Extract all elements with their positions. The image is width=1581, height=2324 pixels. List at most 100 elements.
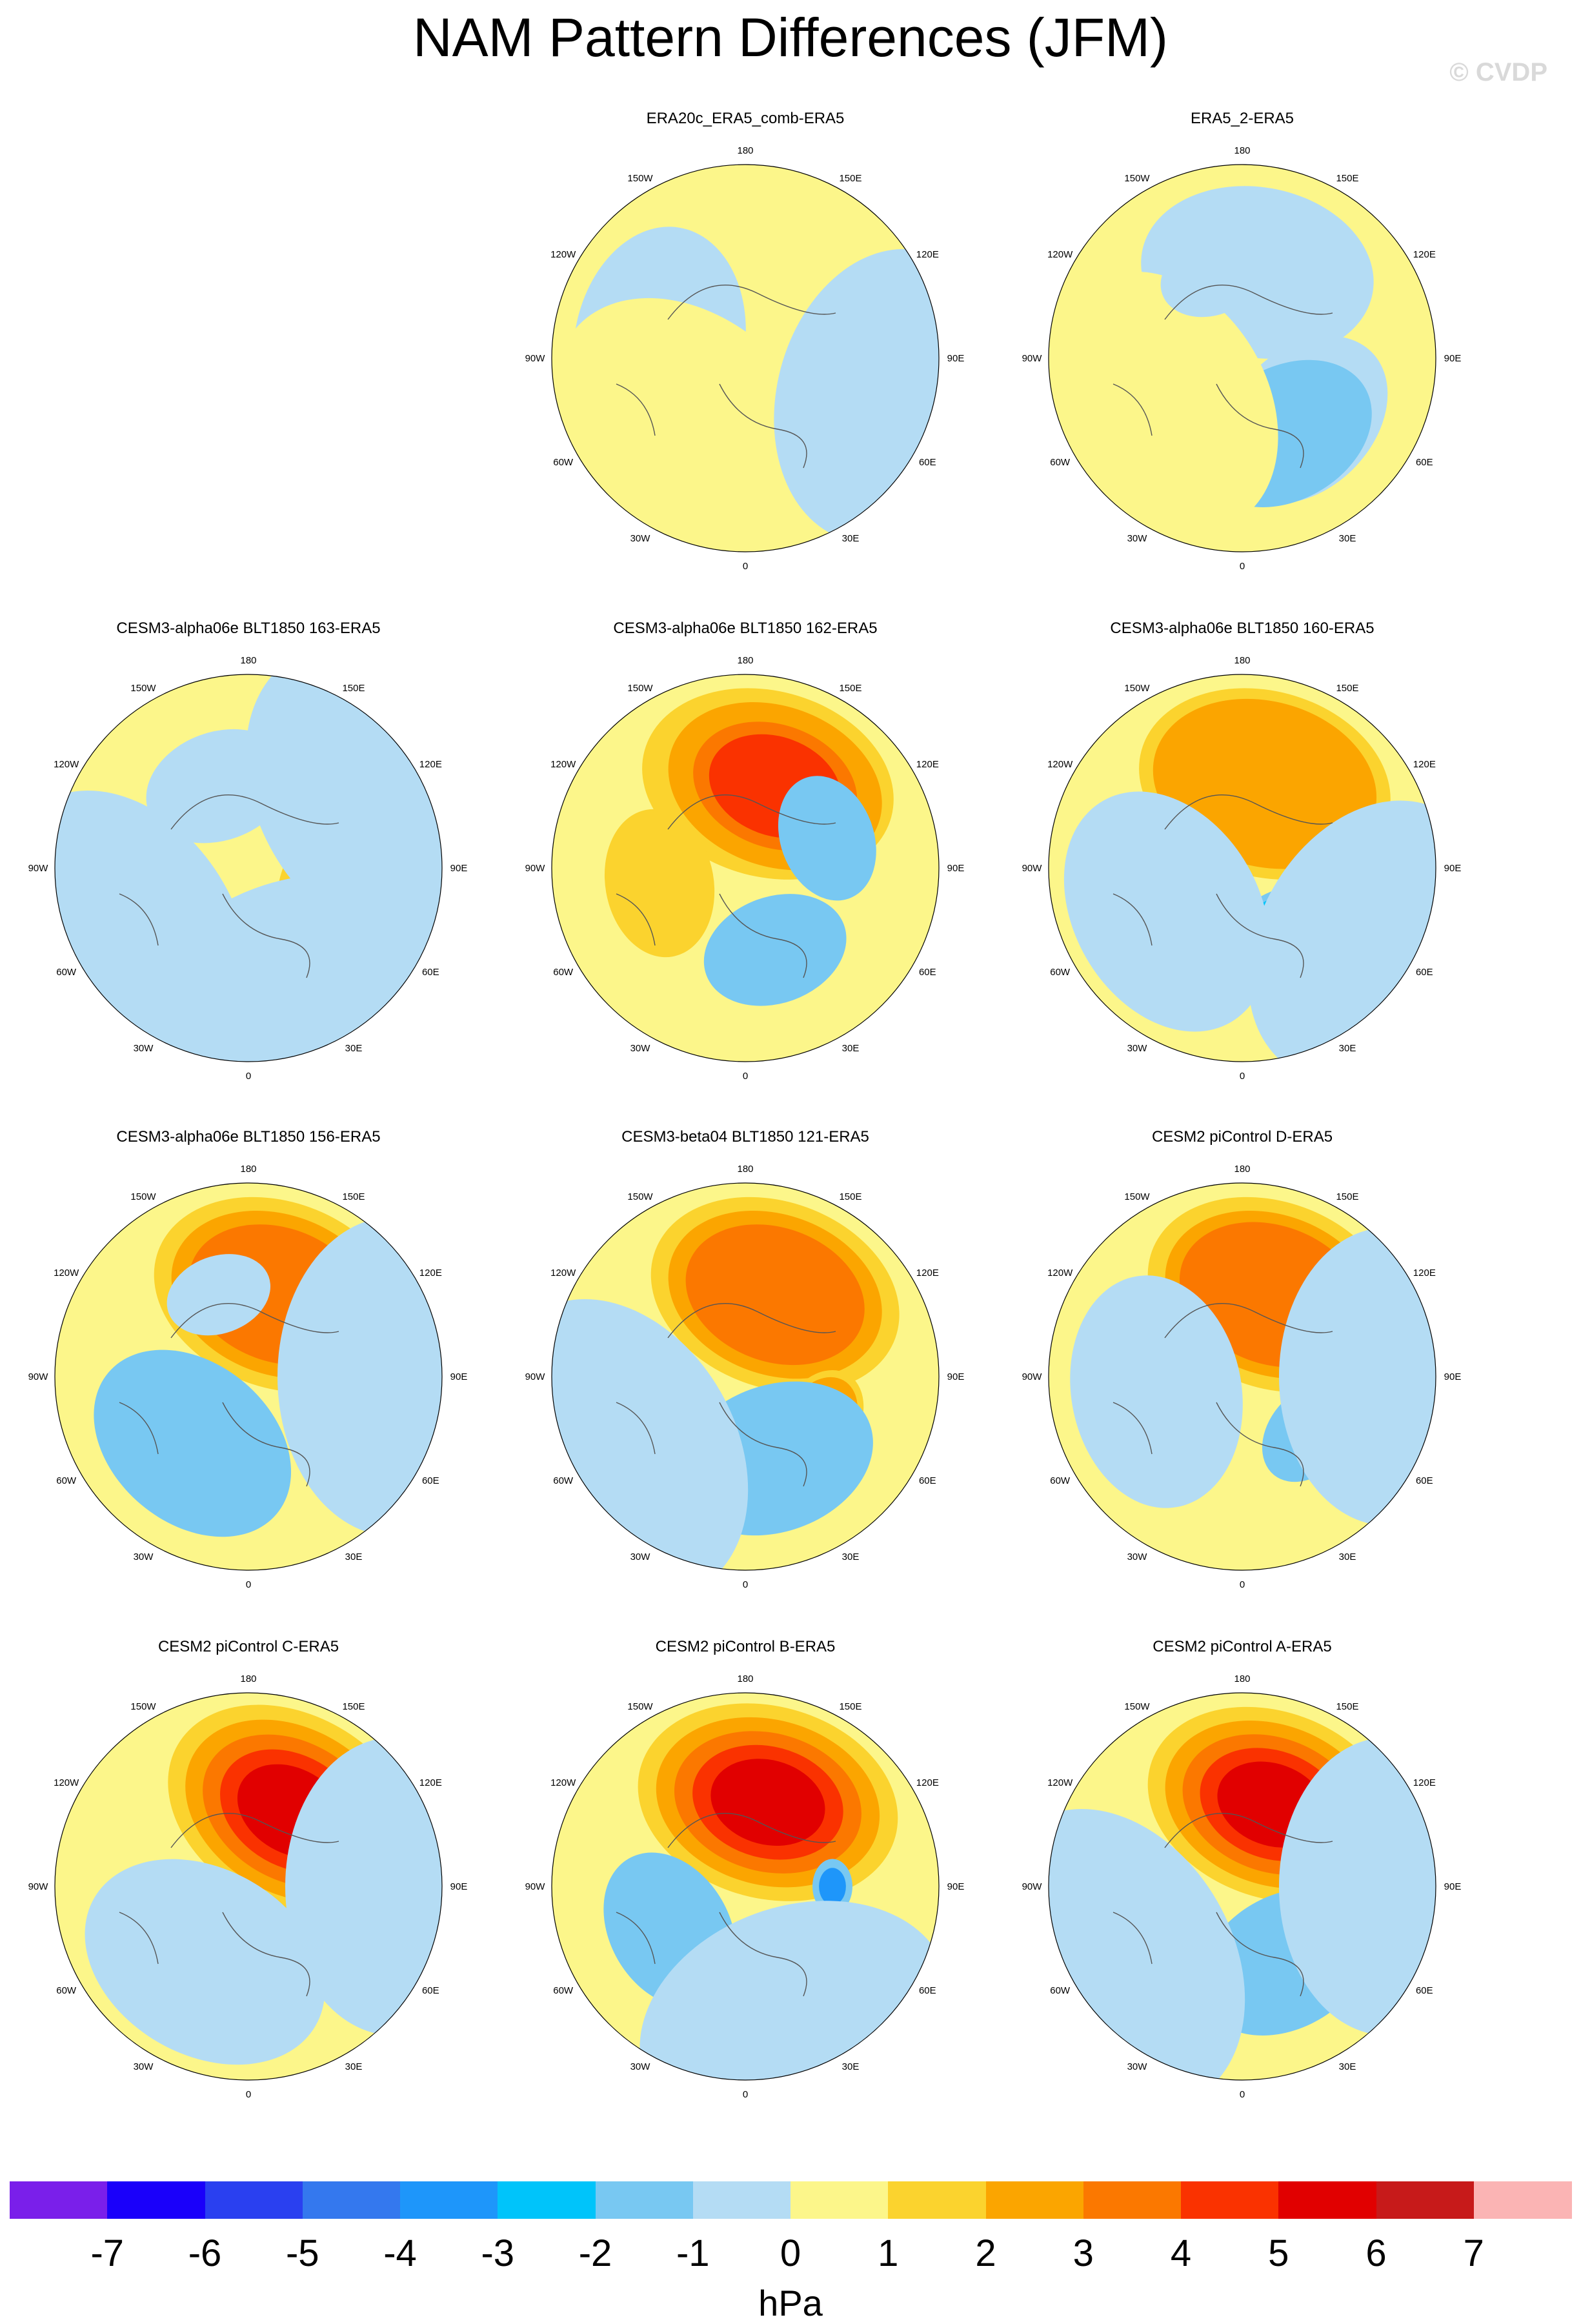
longitude-label: 0 [1240,1071,1245,1082]
colorbar-tick: -1 [676,2232,710,2274]
longitude-label: 90E [1444,863,1462,874]
coastline [119,1303,339,1487]
longitude-label: 120W [550,759,576,770]
coastline [1113,285,1333,469]
longitude-label: 30E [1339,533,1356,544]
longitude-label: 60E [919,457,936,468]
longitude-label: 120E [916,1268,939,1278]
colorbar-tick: -6 [188,2232,222,2274]
map-border [54,1692,443,2081]
colorbar-tick: -4 [383,2232,417,2274]
longitude-label: 90E [947,863,965,874]
polar-map: 180 150E 120E 90E 60E 30E 0 30W 60W 90W 120W 150W [525,145,965,572]
anomaly-contour [710,1759,825,1846]
longitude-label: 60W [56,1475,77,1486]
longitude-label: 120E [916,759,939,770]
longitude-label: 150W [627,1191,653,1202]
panel-title: CESM2 piControl D-ERA5 [1151,1128,1333,1146]
colorbar [10,2181,1572,2219]
anomaly-contour [639,1901,939,2080]
longitude-label: 30W [1127,533,1148,544]
anomaly-contour [819,1868,846,1905]
longitude-label: 180 [1234,145,1250,156]
coastline [1113,1303,1333,1487]
panel-title: ERA20c_ERA5_comb-ERA5 [646,110,845,127]
longitude-label: 120E [916,249,939,260]
polar-map: 180 150E 120E 90E 60E 30E 0 30W 60W 90W 120W 150W [28,1673,468,2100]
anomaly-contour [166,1254,271,1336]
colorbar-tick: 2 [975,2232,996,2274]
longitude-label: 150E [839,1191,861,1202]
colorbar-tick: 7 [1463,2232,1484,2274]
longitude-label: 60W [1050,1985,1071,1996]
longitude-label: 150W [130,1701,156,1712]
longitude-label: 60W [1050,1475,1071,1486]
longitude-label: 90E [1444,1881,1462,1892]
anomaly-contour [604,809,715,958]
longitude-label: 60W [553,1475,574,1486]
longitude-label: 90W [1022,1371,1043,1382]
longitude-label: 30W [630,2061,651,2072]
longitude-label: 90W [525,1371,546,1382]
colorbar-swatch [10,2181,108,2219]
colorbar-swatch [1083,2181,1182,2219]
longitude-label: 90W [28,1371,49,1382]
longitude-label: 60W [56,967,77,978]
longitude-label: 60E [919,1475,936,1486]
map-panel: CESM2 piControl B-ERA5 180 150E 120E 90E 60E 3… [497,1638,994,2148]
colorbar-tick: 1 [878,2232,899,2274]
colorbar-tick: -7 [90,2232,125,2274]
longitude-label: 150W [627,173,653,184]
coastline [616,1813,836,1997]
longitude-label: 90W [1022,863,1043,874]
colorbar-units: hPa [758,2283,823,2323]
longitude-label: 120W [54,1268,79,1278]
longitude-label: 180 [240,1164,256,1175]
page-title: NAM Pattern Differences (JFM) [412,7,1169,68]
longitude-label: 60W [1050,967,1071,978]
longitude-label: 90E [450,1881,468,1892]
colorbar-swatch [1278,2181,1377,2219]
longitude-label: 180 [737,145,753,156]
longitude-label: 180 [737,1164,753,1175]
colorbar-tick: 4 [1170,2232,1192,2274]
panel-title: CESM2 piControl C-ERA5 [157,1638,339,1655]
map-panel: CESM3-alpha06e BLT1850 162-ERA5 180 150E 12… [497,620,994,1129]
longitude-label: 180 [1234,1164,1250,1175]
longitude-label: 30W [134,2061,154,2072]
longitude-label: 150E [839,173,861,184]
longitude-label: 30E [842,1551,860,1562]
longitude-label: 30E [345,2061,363,2072]
longitude-label: 30W [134,1043,154,1054]
colorbar-swatch [985,2181,1084,2219]
map-panel: CESM3-beta04 BLT1850 121-ERA5 180 150E 120E… [497,1128,994,1638]
map-border [54,1182,443,1571]
colorbar-tick: 0 [780,2232,801,2274]
panel-title: ERA5_2-ERA5 [1190,110,1294,127]
longitude-label: 120W [1047,759,1073,770]
longitude-label: 150E [839,683,861,694]
polar-map: 180 150E 120E 90E 60E 30E 0 30W 60W 90W 120W 150W [1022,145,1462,572]
longitude-label: 120E [1413,1268,1436,1278]
longitude-label: 30W [630,1043,651,1054]
longitude-label: 60W [553,1985,574,1996]
anomaly-contour [285,1737,442,2036]
anomaly-contour [1070,1275,1243,1508]
longitude-label: 30W [630,1551,651,1562]
longitude-label: 90E [947,1371,965,1382]
longitude-label: 90W [1022,353,1043,364]
panel-title: CESM3-alpha06e BLT1850 156-ERA5 [116,1128,381,1146]
polar-map: 180 150E 120E 90E 60E 30E 0 30W 60W 90W 120W 150W [1022,655,1462,1082]
anomaly-contour [132,874,442,1062]
longitude-label: 120W [550,1777,576,1788]
colorbar-swatch [692,2181,791,2219]
longitude-label: 180 [737,1673,753,1684]
longitude-label: 120W [54,1777,79,1788]
coastline [616,1303,836,1487]
map-panel: CESM2 piControl D-ERA5 180 150E 120E 90E 60E 3… [994,1128,1491,1638]
longitude-label: 150E [839,1701,861,1712]
map-border [1048,164,1436,552]
colorbar-tick: 6 [1365,2232,1387,2274]
longitude-label: 120E [419,759,442,770]
longitude-label: 60W [553,457,574,468]
